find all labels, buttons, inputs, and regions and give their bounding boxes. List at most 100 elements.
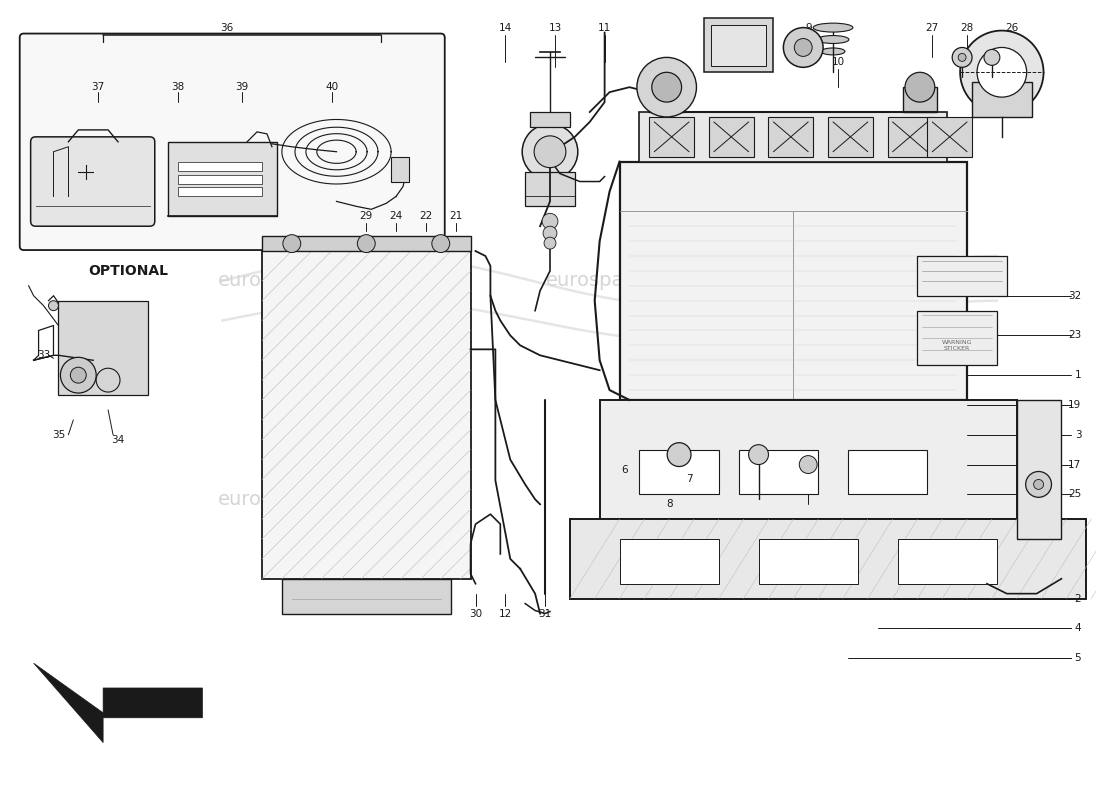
Circle shape <box>358 234 375 253</box>
Bar <box>888 117 933 157</box>
Bar <box>177 162 262 170</box>
Text: 27: 27 <box>926 22 939 33</box>
Bar <box>708 117 754 157</box>
Circle shape <box>783 28 823 67</box>
Text: 22: 22 <box>419 211 432 222</box>
Text: 40: 40 <box>324 82 338 92</box>
Circle shape <box>977 47 1026 97</box>
Bar <box>619 162 967 400</box>
Text: 33: 33 <box>37 350 51 360</box>
Bar <box>704 18 773 72</box>
Bar <box>739 450 818 494</box>
Circle shape <box>960 30 1044 114</box>
Text: 8: 8 <box>666 499 672 510</box>
Text: 13: 13 <box>548 22 562 33</box>
Bar <box>262 251 471 578</box>
Text: 31: 31 <box>538 609 552 618</box>
FancyBboxPatch shape <box>31 137 155 226</box>
Text: 5: 5 <box>1075 653 1081 663</box>
Text: WARNING
STICKER: WARNING STICKER <box>942 340 972 350</box>
Circle shape <box>432 234 450 253</box>
Text: 39: 39 <box>235 82 249 92</box>
Circle shape <box>542 214 558 229</box>
Text: eurospares: eurospares <box>218 490 326 509</box>
Circle shape <box>522 124 578 179</box>
Text: 24: 24 <box>389 211 403 222</box>
Text: 36: 36 <box>221 22 234 33</box>
Text: OPTIONAL: OPTIONAL <box>88 264 168 278</box>
Bar <box>972 82 1032 117</box>
Text: 7: 7 <box>685 474 692 485</box>
Bar <box>282 578 451 614</box>
Circle shape <box>905 72 935 102</box>
Text: 11: 11 <box>598 22 612 33</box>
Text: 38: 38 <box>170 82 184 92</box>
Bar <box>917 256 1006 296</box>
Circle shape <box>544 237 556 249</box>
Circle shape <box>283 234 300 253</box>
Circle shape <box>958 54 966 62</box>
Bar <box>600 400 1016 519</box>
Circle shape <box>1034 479 1044 490</box>
Text: 29: 29 <box>360 211 373 222</box>
Bar <box>828 117 872 157</box>
Text: eurospares: eurospares <box>546 271 653 290</box>
Circle shape <box>637 58 696 117</box>
Bar <box>177 187 262 197</box>
Bar <box>525 171 575 206</box>
Text: 12: 12 <box>498 609 512 618</box>
Text: 28: 28 <box>960 22 974 33</box>
Bar <box>649 87 684 112</box>
Bar <box>619 539 718 584</box>
FancyBboxPatch shape <box>20 34 444 250</box>
Text: 30: 30 <box>469 609 482 618</box>
Circle shape <box>60 358 96 393</box>
Bar <box>167 142 277 216</box>
Bar <box>759 539 858 584</box>
Ellipse shape <box>821 48 845 55</box>
Ellipse shape <box>817 35 849 43</box>
Text: 37: 37 <box>91 82 104 92</box>
Text: eurospares: eurospares <box>218 271 326 290</box>
Bar <box>392 157 409 182</box>
Circle shape <box>984 50 1000 66</box>
Polygon shape <box>34 663 202 742</box>
Circle shape <box>953 47 972 67</box>
Text: eurospares: eurospares <box>694 390 803 410</box>
Circle shape <box>800 456 817 474</box>
Text: 10: 10 <box>832 58 845 67</box>
Text: 2: 2 <box>1075 594 1081 604</box>
Bar <box>927 117 972 157</box>
Text: 14: 14 <box>498 22 512 33</box>
Text: 25: 25 <box>1068 490 1081 499</box>
Circle shape <box>543 226 557 240</box>
Circle shape <box>794 38 812 57</box>
Bar <box>58 301 147 395</box>
Text: 6: 6 <box>621 465 628 474</box>
Text: 34: 34 <box>111 434 124 445</box>
Text: 32: 32 <box>1068 290 1081 301</box>
Text: 19: 19 <box>1068 400 1081 410</box>
Circle shape <box>1025 471 1052 498</box>
Text: 3: 3 <box>1075 430 1081 440</box>
Circle shape <box>749 445 769 465</box>
Bar <box>1016 400 1062 539</box>
Bar <box>639 450 718 494</box>
Circle shape <box>652 72 682 102</box>
Bar <box>177 174 262 183</box>
Text: 4: 4 <box>1075 623 1081 634</box>
Text: 23: 23 <box>1068 330 1081 341</box>
Circle shape <box>535 136 565 168</box>
Bar <box>711 25 767 66</box>
Text: 17: 17 <box>1068 459 1081 470</box>
Text: 21: 21 <box>449 211 462 222</box>
Bar <box>848 450 927 494</box>
Bar <box>639 112 947 162</box>
Circle shape <box>96 368 120 392</box>
Bar <box>262 236 471 251</box>
Bar <box>530 112 570 127</box>
Bar <box>898 539 997 584</box>
Text: 35: 35 <box>52 430 65 440</box>
Text: 1: 1 <box>1075 370 1081 380</box>
Text: 9: 9 <box>805 22 812 33</box>
